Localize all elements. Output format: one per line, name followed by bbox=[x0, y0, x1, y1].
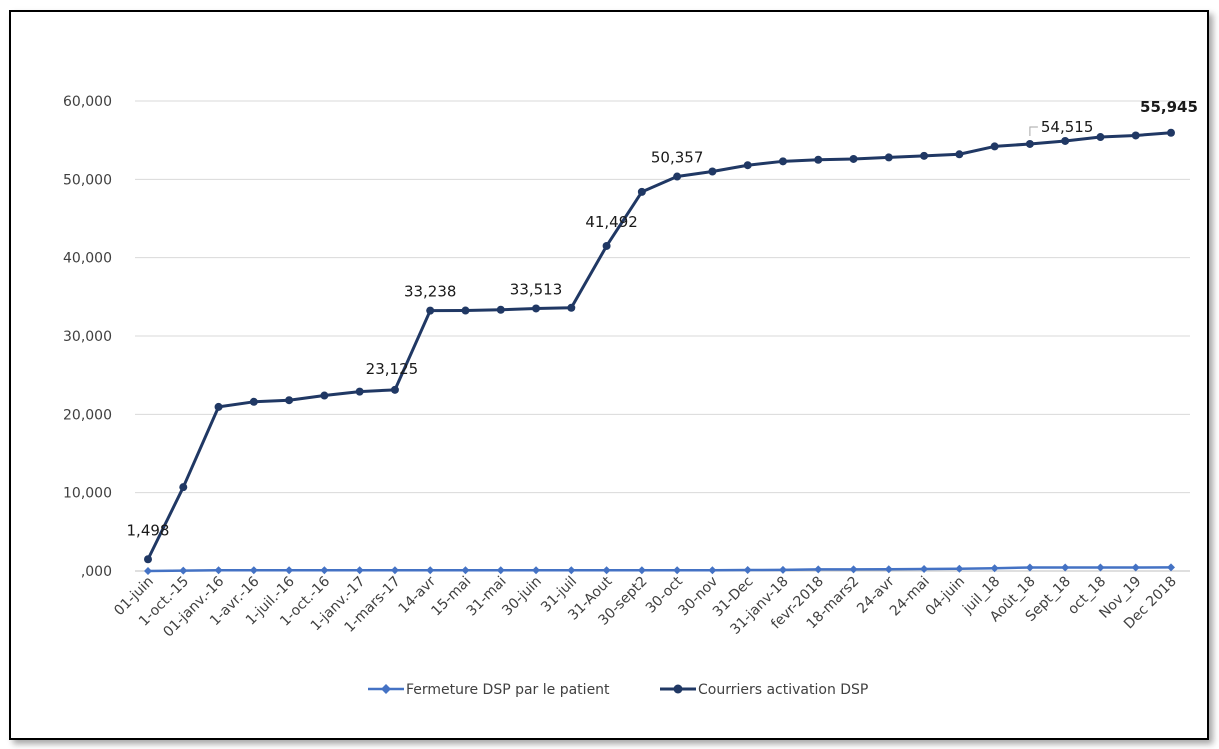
courriers-point bbox=[920, 151, 929, 160]
y-tick-label: 20,000 bbox=[63, 407, 112, 423]
fermeture-point bbox=[355, 566, 364, 575]
courriers-point bbox=[532, 304, 541, 313]
fermeture-point bbox=[390, 566, 399, 575]
courriers-point bbox=[814, 155, 823, 164]
data-label: 41,492 bbox=[585, 213, 638, 231]
courriers-point bbox=[637, 187, 646, 196]
courriers-point bbox=[778, 157, 787, 166]
data-label: 50,357 bbox=[651, 149, 704, 167]
fermeture-point bbox=[179, 566, 188, 575]
fermeture-point bbox=[637, 566, 646, 575]
fermeture-point bbox=[461, 566, 470, 575]
courriers-point bbox=[673, 172, 682, 181]
fermeture-point bbox=[955, 564, 964, 573]
fermeture-point bbox=[884, 565, 893, 574]
series-line-courriers bbox=[146, 131, 1172, 560]
fermeture-point bbox=[673, 566, 682, 575]
fermeture-point bbox=[285, 566, 294, 575]
x-tick-label: 30-juin bbox=[499, 574, 545, 620]
x-tick-label: 24-mai bbox=[887, 574, 933, 620]
courriers-point bbox=[1025, 139, 1034, 148]
y-tick-label: ,000 bbox=[81, 564, 112, 580]
fermeture-point bbox=[567, 566, 576, 575]
fermeture-point bbox=[249, 566, 258, 575]
fermeture-point bbox=[426, 566, 435, 575]
chart-frame bbox=[9, 10, 1209, 740]
data-label: 54,515 bbox=[1041, 118, 1094, 136]
label-leader-line bbox=[1029, 126, 1038, 136]
y-axis-ticks: 60,000 50,000 40,000 30,000 20,000 10,000 ,000 bbox=[63, 94, 112, 580]
y-tick-label: 40,000 bbox=[63, 251, 112, 267]
courriers-point bbox=[461, 306, 470, 315]
fermeture-point bbox=[532, 566, 541, 575]
courriers-point bbox=[1167, 128, 1175, 137]
legend-item-label[interactable]: Courriers activation DSP bbox=[698, 682, 868, 698]
y-tick-label: 10,000 bbox=[63, 486, 112, 502]
y-tick-label: 30,000 bbox=[63, 329, 112, 345]
courriers-point bbox=[285, 396, 294, 405]
fermeture-point bbox=[849, 565, 858, 574]
courriers-point bbox=[320, 391, 329, 400]
series-layer bbox=[144, 128, 1175, 575]
x-tick-label: 31-mai bbox=[464, 574, 510, 620]
courriers-point bbox=[179, 483, 188, 492]
fermeture-point bbox=[1131, 563, 1140, 572]
fermeture-point bbox=[1096, 563, 1105, 572]
fermeture-point bbox=[214, 566, 223, 575]
fermeture-point bbox=[1167, 563, 1175, 572]
fermeture-point bbox=[1061, 563, 1070, 572]
courriers-point bbox=[1061, 136, 1070, 145]
courriers-point bbox=[249, 397, 258, 406]
courriers-point bbox=[955, 150, 964, 159]
data-label: 33,238 bbox=[404, 283, 457, 301]
fermeture-point bbox=[743, 566, 752, 575]
legend-item-label[interactable]: Fermeture DSP par le patient bbox=[406, 682, 610, 698]
courriers-point bbox=[849, 154, 858, 163]
legend-marker bbox=[673, 684, 683, 694]
fermeture-point bbox=[778, 565, 787, 574]
y-tick-label: 60,000 bbox=[63, 94, 112, 110]
data-label: 23,125 bbox=[366, 360, 419, 378]
gridlines bbox=[135, 100, 1190, 572]
y-tick-label: 50,000 bbox=[63, 172, 112, 188]
courriers-point bbox=[144, 555, 152, 564]
fermeture-point bbox=[496, 566, 505, 575]
data-label: 33,513 bbox=[510, 280, 563, 298]
courriers-point bbox=[1096, 133, 1105, 142]
legend-marker bbox=[381, 684, 391, 694]
data-labels: 1,498 23,125 33,238 33,513 41,492 50,357 54,51… bbox=[127, 98, 1198, 540]
series-line-fermeture bbox=[147, 566, 1172, 573]
courriers-point bbox=[214, 402, 223, 411]
data-label: 1,498 bbox=[127, 521, 170, 539]
fermeture-point bbox=[1025, 563, 1034, 572]
fermeture-point bbox=[920, 565, 929, 574]
courriers-point bbox=[1131, 131, 1140, 140]
fermeture-point bbox=[602, 566, 611, 575]
fermeture-point bbox=[144, 567, 152, 575]
x-tick-label: 04-juin bbox=[923, 574, 969, 620]
courriers-point bbox=[567, 303, 576, 312]
courriers-point bbox=[743, 161, 752, 170]
legend[interactable]: Fermeture DSP par le patient Courriers ac… bbox=[368, 682, 868, 698]
courriers-point bbox=[426, 306, 435, 315]
courriers-point bbox=[496, 305, 505, 314]
courriers-point bbox=[884, 153, 893, 162]
fermeture-point bbox=[990, 564, 999, 573]
courriers-point bbox=[602, 241, 611, 250]
courriers-point bbox=[990, 142, 999, 151]
courriers-point bbox=[355, 387, 364, 396]
courriers-point bbox=[708, 167, 717, 176]
data-label: 55,945 bbox=[1140, 98, 1198, 116]
fermeture-point bbox=[320, 566, 329, 575]
fermeture-point bbox=[708, 566, 717, 575]
courriers-point bbox=[390, 385, 399, 394]
fermeture-point bbox=[814, 565, 823, 574]
x-axis-ticks: 01-juin1-oct.-1501-janv.-161-avr.-161-ju… bbox=[111, 573, 1180, 640]
